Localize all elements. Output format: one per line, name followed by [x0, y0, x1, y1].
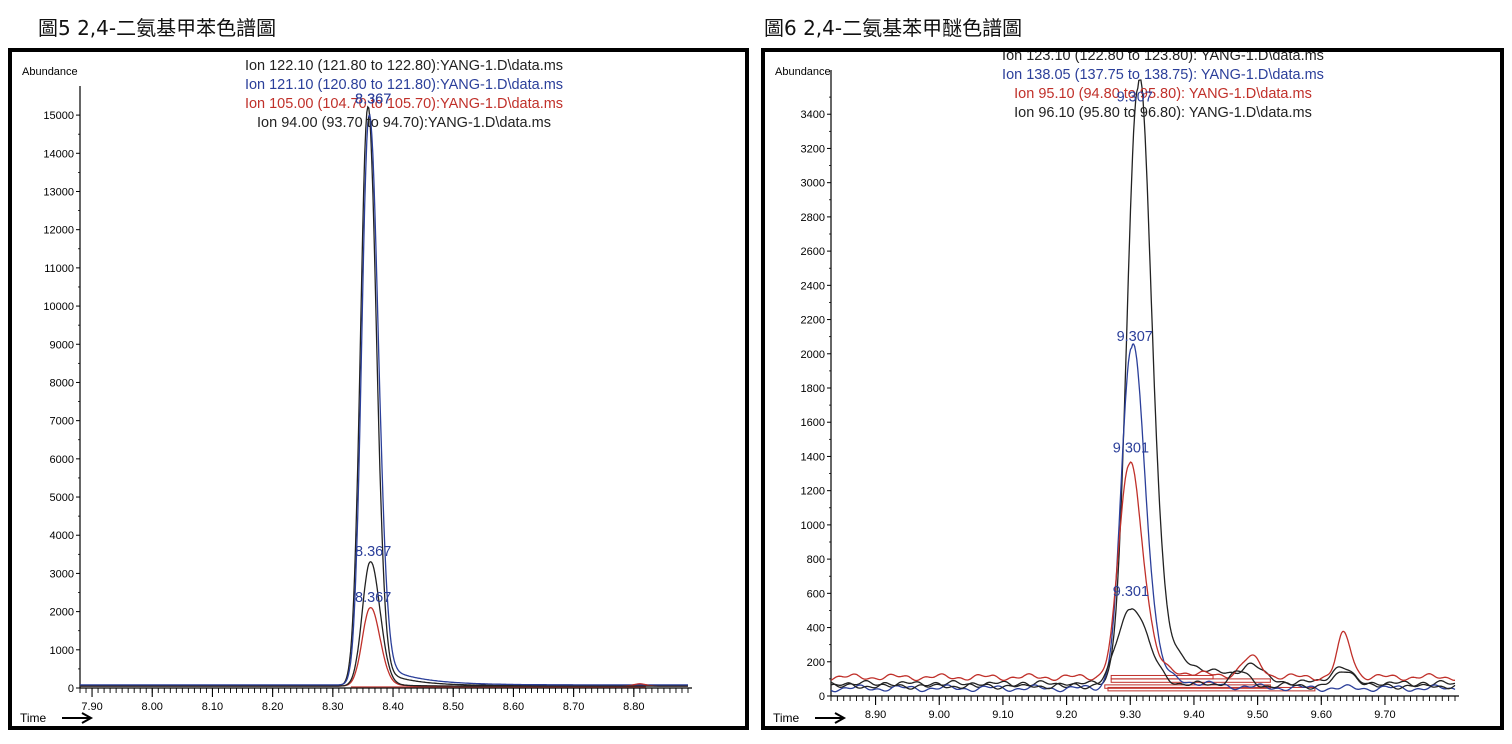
legend-entry-1: Ion 122.10 (121.80 to 122.80):YANG-1.D\d…	[245, 58, 563, 74]
x-tick-label: 9.10	[992, 709, 1013, 721]
x-tick-label: 8.60	[503, 701, 524, 713]
x-tick-label: 8.00	[142, 701, 163, 713]
integration-box	[1110, 674, 1214, 680]
x-axis-label: Time	[773, 711, 800, 725]
peak-label-4: 8.367	[355, 590, 391, 606]
y-tick-label: 2400	[801, 280, 825, 292]
y-axis-label: Abundance	[775, 66, 831, 78]
y-tick-label: 7000	[50, 416, 74, 428]
y-tick-label: 3400	[801, 109, 825, 121]
y-tick-label: 1200	[801, 486, 825, 498]
y-tick-label: 6000	[50, 454, 74, 466]
x-tick-label: 8.90	[865, 709, 886, 721]
peak-label-3: 9.301	[1113, 440, 1149, 456]
y-tick-label: 9000	[50, 339, 74, 351]
x-tick-label: 9.20	[1056, 709, 1077, 721]
peak-label-2: 9.307	[1117, 329, 1153, 345]
y-tick-label: 600	[807, 588, 825, 600]
legend-entry-4: Ion 96.10 (95.80 to 96.80): YANG-1.D\dat…	[1014, 105, 1312, 121]
y-tick-label: 2600	[801, 246, 825, 258]
y-axis-label: Abundance	[22, 66, 78, 78]
peak-label-4: 9.301	[1113, 584, 1149, 600]
y-tick-label: 3200	[801, 143, 825, 155]
x-tick-label: 9.70	[1374, 709, 1395, 721]
y-tick-label: 1000	[50, 645, 74, 657]
y-tick-label: 10000	[43, 301, 74, 313]
y-tick-label: 1600	[801, 417, 825, 429]
legend-entry-3: Ion 105.00 (104.70 to 105.70):YANG-1.D\d…	[245, 96, 563, 112]
y-tick-label: 400	[807, 623, 825, 635]
x-tick-label: 9.30	[1120, 709, 1141, 721]
legend-entry-4: Ion 94.00 (93.70 to 94.70):YANG-1.D\data…	[257, 115, 551, 131]
ion-trace-4	[830, 608, 1456, 690]
y-tick-label: 800	[807, 554, 825, 566]
chromatogram-figure6: 0 200 400 600 800 1000 1200 1400 1600 1800 2000 220…	[773, 52, 1459, 725]
ion-trace-1	[830, 79, 1456, 689]
y-tick-label: 0	[819, 691, 825, 703]
x-tick-label: 8.80	[623, 701, 644, 713]
x-tick-label: 8.70	[563, 701, 584, 713]
y-tick-label: 3000	[801, 178, 825, 190]
figure5-caption: 圖5 2,4-二氨基甲苯色譜圖	[38, 16, 277, 40]
y-tick-label: 200	[807, 657, 825, 669]
x-tick-label: 8.20	[262, 701, 283, 713]
x-tick-label: 8.40	[382, 701, 403, 713]
y-tick-label: 11000	[44, 263, 74, 275]
chart-panel-figure5: 0 1000 2000 3000 4000 5000 6000 7000 8000 9000 100…	[8, 48, 749, 730]
peak-label-1: 8.367	[355, 91, 391, 107]
y-tick-label: 1000	[801, 520, 825, 532]
y-tick-label: 5000	[50, 492, 74, 504]
x-tick-label: 8.10	[202, 701, 223, 713]
y-tick-label: 1400	[801, 451, 825, 463]
y-tick-label: 1800	[801, 383, 825, 395]
y-tick-label: 3000	[50, 568, 74, 580]
peak-label-1: 9.307	[1117, 90, 1153, 106]
time-arrow-icon	[815, 712, 847, 724]
y-tick-label: 8000	[50, 377, 74, 389]
y-tick-label: 2000	[801, 349, 825, 361]
chromatogram-figure5: 0 1000 2000 3000 4000 5000 6000 7000 8000 9000 100…	[20, 58, 692, 725]
x-tick-label: 7.90	[81, 701, 102, 713]
legend-entry-2: Ion 138.05 (137.75 to 138.75): YANG-1.D\…	[1002, 67, 1324, 83]
y-tick-label: 4000	[50, 530, 74, 542]
ion-trace-3	[830, 461, 1455, 682]
time-arrow-icon	[62, 712, 94, 724]
ion-trace-2	[80, 113, 688, 686]
y-tick-label: 2200	[801, 315, 825, 327]
ion-trace-2	[830, 343, 1456, 693]
y-tick-label: 0	[68, 683, 74, 695]
ion-trace-4	[80, 560, 688, 687]
x-tick-label: 9.40	[1183, 709, 1204, 721]
y-tick-label: 14000	[43, 148, 74, 160]
x-tick-label: 9.60	[1311, 709, 1332, 721]
legend-entry-3: Ion 95.10 (94.80 to 95.80): YANG-1.D\dat…	[1014, 86, 1312, 102]
x-tick-label: 8.50	[443, 701, 464, 713]
ion-trace-3	[80, 606, 688, 687]
x-tick-label: 9.50	[1247, 709, 1268, 721]
integration-box	[1107, 686, 1316, 692]
legend-entry-1: Ion 123.10 (122.80 to 123.80): YANG-1.D\…	[1002, 52, 1324, 64]
peak-label-2: 8.367	[355, 91, 391, 107]
peak-label-3: 8.367	[355, 544, 391, 560]
integration-box	[1110, 678, 1271, 683]
y-tick-label: 2000	[50, 607, 74, 619]
legend-entry-2: Ion 121.10 (120.80 to 121.80):YANG-1.D\d…	[245, 77, 563, 93]
x-axis-label: Time	[20, 711, 47, 725]
y-tick-label: 12000	[43, 225, 74, 237]
x-tick-label: 9.00	[929, 709, 950, 721]
chart-panel-figure6: 0 200 400 600 800 1000 1200 1400 1600 1800 2000 220…	[761, 48, 1504, 730]
y-tick-label: 2800	[801, 212, 825, 224]
y-tick-label: 15000	[43, 110, 74, 122]
x-tick-label: 8.30	[322, 701, 343, 713]
y-tick-label: 13000	[43, 186, 74, 198]
figure6-caption: 圖6 2,4-二氨基苯甲醚色譜圖	[764, 16, 1023, 40]
